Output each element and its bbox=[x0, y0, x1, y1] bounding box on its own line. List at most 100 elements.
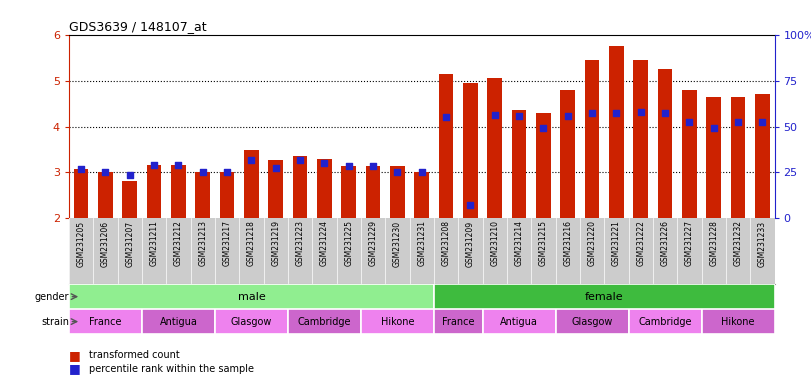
Text: GSM231209: GSM231209 bbox=[466, 220, 475, 266]
Bar bbox=[439, 74, 453, 218]
Text: GDS3639 / 148107_at: GDS3639 / 148107_at bbox=[69, 20, 207, 33]
Text: France: France bbox=[89, 316, 122, 327]
Point bbox=[221, 169, 234, 175]
Bar bbox=[483, 309, 556, 334]
Text: Cambridge: Cambridge bbox=[638, 316, 692, 327]
Bar bbox=[215, 309, 288, 334]
Bar bbox=[682, 90, 697, 218]
Point bbox=[367, 162, 380, 169]
Text: GSM231216: GSM231216 bbox=[563, 220, 573, 266]
Bar bbox=[390, 166, 405, 218]
Text: Antigua: Antigua bbox=[160, 316, 197, 327]
Text: France: France bbox=[442, 316, 474, 327]
Text: GSM231226: GSM231226 bbox=[660, 220, 670, 266]
Text: GSM231220: GSM231220 bbox=[587, 220, 597, 266]
Bar bbox=[293, 156, 307, 218]
Bar bbox=[341, 166, 356, 218]
Bar bbox=[434, 309, 483, 334]
Bar bbox=[585, 60, 599, 218]
Point bbox=[756, 119, 769, 125]
Bar bbox=[268, 160, 283, 218]
Text: GSM231230: GSM231230 bbox=[393, 220, 402, 266]
Bar bbox=[317, 159, 332, 218]
Point bbox=[537, 125, 550, 131]
Bar bbox=[69, 309, 142, 334]
Bar bbox=[98, 172, 113, 218]
Text: GSM231215: GSM231215 bbox=[539, 220, 548, 266]
Point bbox=[196, 169, 209, 175]
Text: transformed count: transformed count bbox=[89, 350, 180, 360]
Text: GSM231208: GSM231208 bbox=[441, 220, 451, 266]
Text: GSM231212: GSM231212 bbox=[174, 220, 183, 266]
Bar bbox=[361, 309, 434, 334]
Text: Cambridge: Cambridge bbox=[298, 316, 351, 327]
Point bbox=[148, 162, 161, 168]
Text: GSM231207: GSM231207 bbox=[125, 220, 135, 266]
Point bbox=[294, 157, 307, 163]
Text: GSM231213: GSM231213 bbox=[198, 220, 208, 266]
Point bbox=[586, 110, 599, 116]
Text: Glasgow: Glasgow bbox=[230, 316, 272, 327]
Bar bbox=[69, 284, 434, 309]
Text: GSM231224: GSM231224 bbox=[320, 220, 329, 266]
Point bbox=[245, 157, 258, 163]
Point bbox=[610, 110, 623, 116]
Point bbox=[732, 119, 744, 125]
Bar bbox=[244, 149, 259, 218]
Bar bbox=[536, 113, 551, 218]
Point bbox=[342, 162, 355, 169]
Point bbox=[513, 113, 526, 119]
Bar bbox=[633, 60, 648, 218]
Point bbox=[99, 169, 112, 175]
Point bbox=[391, 169, 404, 175]
Text: GSM231210: GSM231210 bbox=[490, 220, 500, 266]
Text: strain: strain bbox=[41, 316, 69, 327]
Text: GSM231214: GSM231214 bbox=[514, 220, 524, 266]
Bar bbox=[74, 169, 88, 218]
Bar bbox=[171, 165, 186, 218]
Point bbox=[634, 109, 647, 115]
Text: GSM231232: GSM231232 bbox=[733, 220, 743, 266]
Point bbox=[415, 169, 428, 175]
Bar bbox=[366, 166, 380, 218]
Text: GSM231233: GSM231233 bbox=[757, 220, 767, 266]
Text: ■: ■ bbox=[69, 349, 80, 362]
Text: GSM231231: GSM231231 bbox=[417, 220, 427, 266]
Text: GSM231218: GSM231218 bbox=[247, 220, 256, 266]
Bar bbox=[220, 172, 234, 218]
Bar bbox=[122, 181, 137, 218]
Point bbox=[488, 112, 501, 118]
Text: Hikone: Hikone bbox=[380, 316, 414, 327]
Text: gender: gender bbox=[34, 291, 69, 302]
Bar bbox=[658, 69, 672, 218]
Text: GSM231219: GSM231219 bbox=[271, 220, 281, 266]
Point bbox=[172, 162, 185, 168]
Text: GSM231229: GSM231229 bbox=[368, 220, 378, 266]
Bar bbox=[706, 97, 721, 218]
Point bbox=[318, 160, 331, 166]
Bar bbox=[195, 172, 210, 218]
Bar bbox=[487, 78, 502, 218]
Bar bbox=[609, 46, 624, 218]
Text: GSM231205: GSM231205 bbox=[76, 220, 86, 266]
Point bbox=[123, 172, 136, 178]
Text: Glasgow: Glasgow bbox=[571, 316, 613, 327]
Bar bbox=[512, 111, 526, 218]
Point bbox=[269, 165, 282, 171]
Text: ■: ■ bbox=[69, 362, 80, 375]
Point bbox=[707, 125, 720, 131]
Text: GSM231222: GSM231222 bbox=[636, 220, 646, 266]
Point bbox=[75, 166, 88, 172]
Text: male: male bbox=[238, 291, 265, 302]
Text: GSM231217: GSM231217 bbox=[222, 220, 232, 266]
Bar bbox=[560, 90, 575, 218]
Point bbox=[683, 119, 696, 125]
Bar bbox=[434, 284, 775, 309]
Text: percentile rank within the sample: percentile rank within the sample bbox=[89, 364, 254, 374]
Point bbox=[440, 114, 453, 121]
Text: GSM231225: GSM231225 bbox=[344, 220, 354, 266]
Text: GSM231223: GSM231223 bbox=[295, 220, 305, 266]
Point bbox=[659, 110, 672, 116]
Text: GSM231206: GSM231206 bbox=[101, 220, 110, 266]
Text: GSM231221: GSM231221 bbox=[611, 220, 621, 266]
